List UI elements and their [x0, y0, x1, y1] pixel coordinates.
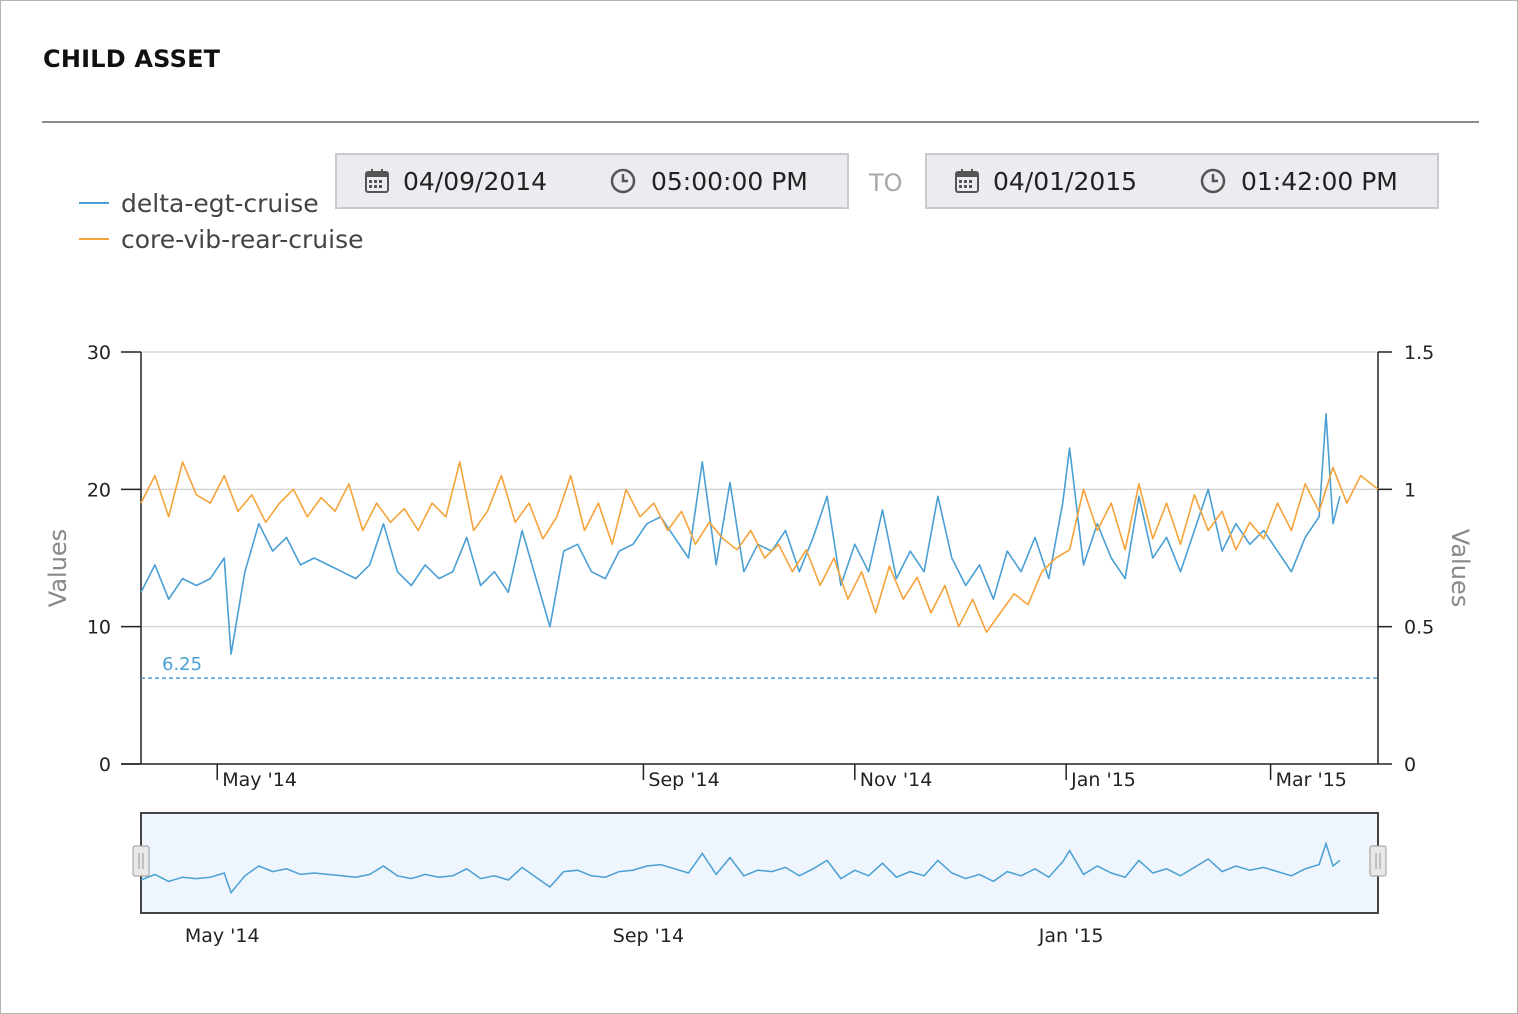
handle-grip [132, 845, 150, 877]
series-line-core-vib-rear-cruise [140, 461, 1379, 634]
left-axis-tick-label: 30 [87, 342, 111, 364]
to-datetime-field[interactable]: 04/01/2015 01:42:00 PM [925, 153, 1439, 209]
left-axis-tick-label: 0 [99, 754, 111, 776]
x-axis-tick-label: Nov '14 [860, 769, 933, 791]
navigator-tick-label: May '14 [185, 925, 260, 947]
clock-icon[interactable] [1199, 167, 1227, 195]
right-axis-tick-label: 1 [1404, 479, 1416, 501]
from-datetime-field[interactable]: 04/09/2014 05:00:00 PM [335, 153, 849, 209]
right-axis-tick-label: 0 [1404, 754, 1416, 776]
legend-label: delta-egt-cruise [121, 188, 319, 218]
title-divider [42, 121, 1479, 123]
navigator-window [140, 812, 1379, 914]
left-axis-title: Values [44, 529, 72, 607]
clock-icon[interactable] [609, 167, 637, 195]
right-axis-tick-label: 0.5 [1404, 617, 1434, 639]
navigator-series-line [140, 841, 1341, 895]
plot-area: 0 10 20 30 0 0.5 1 1.5 Values Values May '14 Sep '1… [44, 342, 1474, 791]
legend-swatch [79, 202, 109, 204]
drag-handle-icon[interactable] [1369, 845, 1387, 877]
legend-item-delta-egt-cruise[interactable]: delta-egt-cruise [79, 185, 363, 221]
calendar-icon[interactable] [953, 167, 981, 195]
calendar-icon[interactable] [363, 167, 391, 195]
x-axis-tick-label: Jan '15 [1070, 769, 1136, 791]
range-separator: TO [869, 169, 903, 197]
chart-legend: delta-egt-cruise core-vib-rear-cruise [79, 185, 363, 257]
legend-item-core-vib-rear-cruise[interactable]: core-vib-rear-cruise [79, 221, 363, 257]
range-navigator[interactable]: May '14 Sep '14 Jan '15 [132, 812, 1387, 947]
right-axis-title: Values [1446, 529, 1474, 607]
navigator-tick-label: Jan '15 [1038, 925, 1104, 947]
threshold-label: 6.25 [162, 654, 202, 675]
legend-label: core-vib-rear-cruise [121, 224, 364, 254]
navigator-tick-label: Sep '14 [613, 925, 684, 947]
legend-swatch [79, 238, 109, 240]
right-axis-tick-label: 1.5 [1404, 342, 1434, 364]
handle-grip [1369, 845, 1387, 877]
page-title: CHILD ASSET [43, 45, 221, 73]
to-date-value[interactable]: 04/01/2015 [993, 166, 1138, 196]
series-line-delta-egt-cruise [140, 412, 1341, 655]
from-time-value[interactable]: 05:00:00 PM [651, 166, 808, 196]
from-date-value[interactable]: 04/09/2014 [403, 166, 548, 196]
drag-handle-icon[interactable] [132, 845, 150, 877]
x-axis-tick-label: Sep '14 [648, 769, 719, 791]
to-time-value[interactable]: 01:42:00 PM [1241, 166, 1398, 196]
left-axis-tick-label: 20 [87, 479, 111, 501]
left-axis-tick-label: 10 [87, 617, 111, 639]
x-axis-tick-label: Mar '15 [1276, 769, 1347, 791]
x-axis-tick-label: May '14 [222, 769, 297, 791]
